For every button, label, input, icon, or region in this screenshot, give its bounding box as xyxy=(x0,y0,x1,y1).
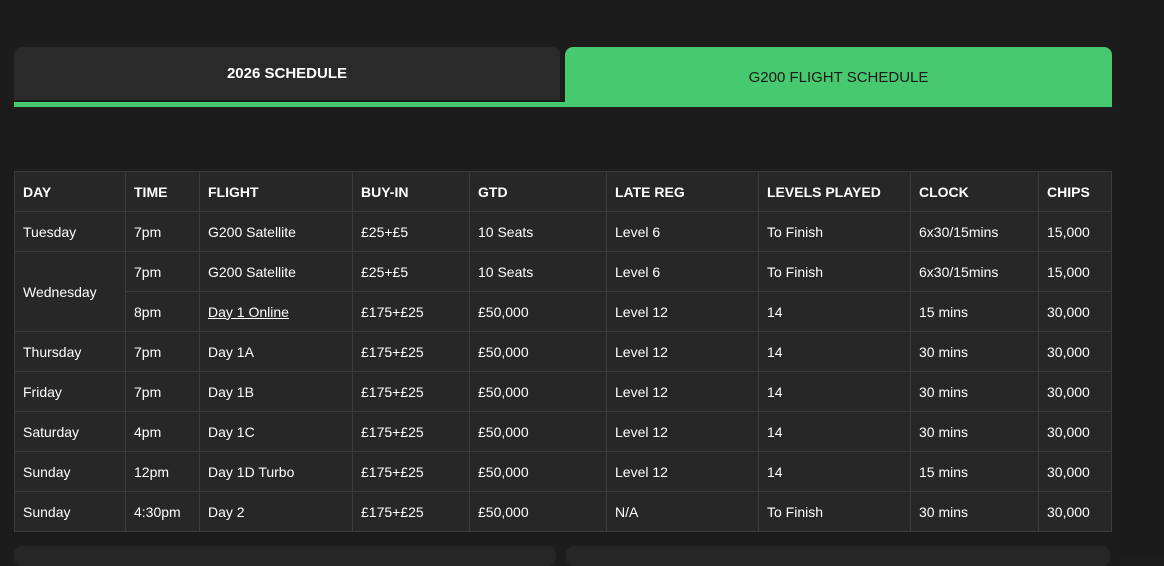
cell-clock: 30 mins xyxy=(910,491,1039,532)
cell-buyin: £175+£25 xyxy=(352,371,470,412)
column-header: CLOCK xyxy=(910,171,1039,212)
table-row: Saturday 4pm Day 1C £175+£25 £50,000 Level 12… xyxy=(14,411,1112,452)
cell-time: 7pm xyxy=(125,331,200,372)
flight-schedule-table: DAY TIME FLIGHT BUY-IN GTD LATE REG LEVELS PLA… xyxy=(14,171,1112,532)
table-row: Thursday 7pm Day 1A £175+£25 £50,000 Level 12… xyxy=(14,331,1112,372)
cell-latereg: Level 12 xyxy=(606,331,759,372)
table-header-row: DAY TIME FLIGHT BUY-IN GTD LATE REG LEVELS PLA… xyxy=(14,171,1112,212)
cell-buyin: £175+£25 xyxy=(352,291,470,332)
tab-underline xyxy=(14,102,565,107)
cell-chips: 30,000 xyxy=(1038,331,1112,372)
cell-day: Sunday xyxy=(14,491,126,532)
cell-gtd: £50,000 xyxy=(469,331,607,372)
table-row: 8pm Day 1 Online £175+£25 £50,000 Level 12 14… xyxy=(15,291,1112,332)
cell-chips: 30,000 xyxy=(1038,411,1112,452)
table-row: Friday 7pm Day 1B £175+£25 £50,000 Level 12 14… xyxy=(14,371,1112,412)
flight-link[interactable]: Day 1 Online xyxy=(208,303,289,320)
cell-clock: 6x30/15mins xyxy=(910,211,1039,252)
cell-day: Friday xyxy=(14,371,126,412)
cell-latereg: Level 12 xyxy=(606,451,759,492)
cell-latereg: Level 12 xyxy=(606,371,759,412)
cell-time: 7pm xyxy=(125,251,200,292)
column-header: DAY xyxy=(14,171,126,212)
cell-day: Saturday xyxy=(14,411,126,452)
cell-chips: 30,000 xyxy=(1038,491,1112,532)
cell-levels: To Finish xyxy=(758,251,911,292)
column-header: LEVELS PLAYED xyxy=(758,171,911,212)
cell-gtd: £50,000 xyxy=(469,371,607,412)
cell-latereg: Level 12 xyxy=(606,291,759,332)
cell-clock: 30 mins xyxy=(910,331,1039,372)
table-row: Tuesday 7pm G200 Satellite £25+£5 10 Seats Le… xyxy=(14,211,1112,252)
cell-latereg: N/A xyxy=(606,491,759,532)
cell-latereg: Level 6 xyxy=(606,251,759,292)
cell-buyin: £175+£25 xyxy=(352,331,470,372)
cell-buyin: £175+£25 xyxy=(352,491,470,532)
cell-clock: 15 mins xyxy=(910,451,1039,492)
cell-levels: 14 xyxy=(758,451,911,492)
cell-time: 4:30pm xyxy=(125,491,200,532)
column-header: FLIGHT xyxy=(199,171,353,212)
cell-time: 4pm xyxy=(125,411,200,452)
cell-flight: Day 2 xyxy=(199,491,353,532)
column-header: GTD xyxy=(469,171,607,212)
cell-buyin: £25+£5 xyxy=(352,211,470,252)
cell-flight: G200 Satellite xyxy=(199,211,353,252)
cell-chips: 30,000 xyxy=(1038,371,1112,412)
cell-day: Thursday xyxy=(14,331,126,372)
cell-levels: To Finish xyxy=(758,211,911,252)
info-card xyxy=(566,546,1110,566)
column-header: CHIPS xyxy=(1038,171,1112,212)
cell-time: 7pm xyxy=(125,371,200,412)
column-header: BUY-IN xyxy=(352,171,470,212)
cell-gtd: 10 Seats xyxy=(469,251,607,292)
cell-buyin: £25+£5 xyxy=(352,251,470,292)
cell-latereg: Level 12 xyxy=(606,411,759,452)
column-header: LATE REG xyxy=(606,171,759,212)
cell-latereg: Level 6 xyxy=(606,211,759,252)
table-row: Sunday 12pm Day 1D Turbo £175+£25 £50,000 Lev… xyxy=(14,451,1112,492)
cell-levels: To Finish xyxy=(758,491,911,532)
cell-gtd: £50,000 xyxy=(469,411,607,452)
table-row: Sunday 4:30pm Day 2 £175+£25 £50,000 N/A To Fi… xyxy=(14,491,1112,532)
cell-time: 8pm xyxy=(125,291,200,332)
cell-levels: 14 xyxy=(758,331,911,372)
cell-flight: Day 1D Turbo xyxy=(199,451,353,492)
cell-day: Tuesday xyxy=(14,211,126,252)
cell-levels: 14 xyxy=(758,411,911,452)
cell-chips: 15,000 xyxy=(1038,251,1112,292)
cell-clock: 30 mins xyxy=(910,411,1039,452)
cell-day: Sunday xyxy=(14,451,126,492)
page-margin xyxy=(1120,0,1164,554)
cell-clock: 6x30/15mins xyxy=(910,251,1039,292)
cell-flight: Day 1B xyxy=(199,371,353,412)
cell-clock: 30 mins xyxy=(910,371,1039,412)
cell-levels: 14 xyxy=(758,371,911,412)
cell-flight: Day 1A xyxy=(199,331,353,372)
cell-time: 7pm xyxy=(125,211,200,252)
schedule-tabs: 2026 SCHEDULE G200 FLIGHT SCHEDULE xyxy=(14,47,1112,107)
cell-chips: 15,000 xyxy=(1038,211,1112,252)
cell-gtd: 10 Seats xyxy=(469,211,607,252)
cell-buyin: £175+£25 xyxy=(352,411,470,452)
cell-clock: 15 mins xyxy=(910,291,1039,332)
table-row: Wednesday 7pm G200 Satellite £25+£5 10 Seats… xyxy=(14,251,1112,332)
cell-time: 12pm xyxy=(125,451,200,492)
cell-flight: Day 1 Online xyxy=(199,291,353,332)
tab-2026-schedule[interactable]: 2026 SCHEDULE xyxy=(14,47,560,100)
cell-gtd: £50,000 xyxy=(469,291,607,332)
cell-flight: G200 Satellite xyxy=(199,251,353,292)
cell-chips: 30,000 xyxy=(1038,291,1112,332)
info-card xyxy=(14,546,556,566)
cell-gtd: £50,000 xyxy=(469,491,607,532)
cell-chips: 30,000 xyxy=(1038,451,1112,492)
cell-buyin: £175+£25 xyxy=(352,451,470,492)
column-header: TIME xyxy=(125,171,200,212)
cell-day: Wednesday xyxy=(14,251,126,332)
cell-flight: Day 1C xyxy=(199,411,353,452)
cell-levels: 14 xyxy=(758,291,911,332)
tab-g200-flight-schedule[interactable]: G200 FLIGHT SCHEDULE xyxy=(565,47,1112,107)
cell-gtd: £50,000 xyxy=(469,451,607,492)
